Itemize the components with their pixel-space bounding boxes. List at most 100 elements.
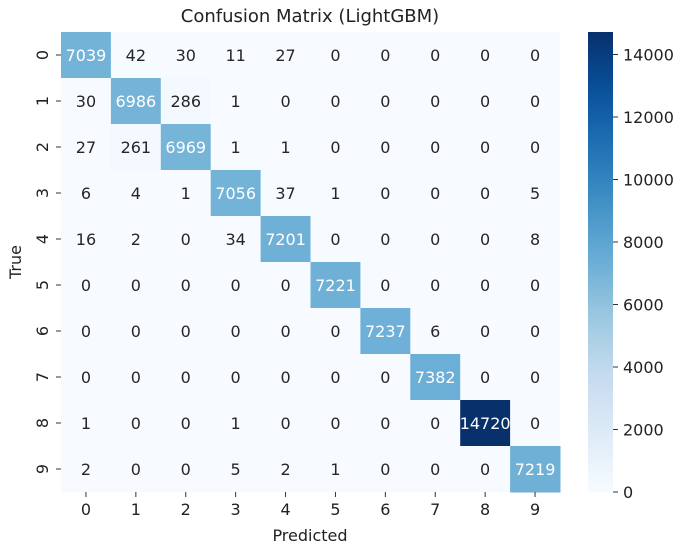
cell-value-label: 7039 bbox=[66, 46, 107, 65]
heatmap-cell bbox=[61, 354, 112, 401]
heatmap-cell bbox=[260, 262, 311, 309]
cell-value-label: 37 bbox=[275, 184, 295, 203]
colorbar-tick-label: 12000 bbox=[623, 108, 674, 127]
heatmap-cell bbox=[260, 216, 311, 263]
heatmap-cell bbox=[160, 446, 212, 493]
x-axis-ticks: 0 1 2 3 4 5 6 7 8 9 bbox=[81, 492, 540, 519]
heatmap-cell bbox=[410, 446, 461, 493]
heatmap-cell bbox=[260, 124, 311, 171]
cell-value-label: 0 bbox=[480, 138, 490, 157]
heatmap-cell bbox=[360, 308, 411, 355]
x-tick-label: 0 bbox=[81, 500, 91, 519]
cell-value-label: 0 bbox=[231, 276, 241, 295]
heatmap-cell bbox=[460, 216, 511, 263]
heatmap-cell bbox=[360, 216, 411, 263]
cell-value-label: 14720 bbox=[460, 414, 511, 433]
heatmap-cell bbox=[110, 262, 162, 309]
cell-value-label: 0 bbox=[280, 368, 290, 387]
cell-value-label: 0 bbox=[430, 138, 440, 157]
cell-value-label: 0 bbox=[480, 460, 490, 479]
y-axis-ticks: 0 1 2 3 4 5 6 7 8 9 bbox=[33, 50, 61, 474]
cell-value-label: 0 bbox=[430, 46, 440, 65]
heatmap-cell bbox=[260, 32, 311, 79]
heatmap-cell bbox=[310, 32, 361, 79]
heatmap-cell bbox=[510, 124, 561, 171]
heatmap-cell bbox=[110, 400, 162, 447]
cell-value-label: 0 bbox=[131, 368, 141, 387]
cell-value-label: 0 bbox=[330, 92, 340, 111]
cell-value-label: 0 bbox=[181, 414, 191, 433]
heatmap-cell bbox=[510, 354, 561, 401]
cell-value-label: 0 bbox=[131, 276, 141, 295]
y-tick-label: 8 bbox=[33, 418, 52, 428]
heatmap-cell bbox=[61, 170, 112, 217]
cell-value-label: 0 bbox=[530, 322, 540, 341]
heatmap-cell bbox=[360, 262, 411, 309]
heatmap-cell bbox=[110, 170, 162, 217]
cell-value-label: 1 bbox=[231, 414, 241, 433]
cell-value-label: 27 bbox=[76, 138, 96, 157]
heatmap-cell bbox=[210, 308, 262, 355]
heatmap-cell bbox=[310, 262, 361, 309]
cell-value-label: 11 bbox=[225, 46, 245, 65]
heatmap-cell bbox=[310, 354, 361, 401]
cell-value-label: 0 bbox=[480, 322, 490, 341]
cell-value-label: 0 bbox=[380, 460, 390, 479]
x-tick-label: 5 bbox=[330, 500, 340, 519]
heatmap-cell bbox=[210, 354, 262, 401]
cell-value-label: 0 bbox=[380, 92, 390, 111]
cell-value-label: 4 bbox=[131, 184, 141, 203]
y-tick-label: 0 bbox=[33, 50, 52, 60]
cell-value-label: 7221 bbox=[315, 276, 356, 295]
heatmap-cell bbox=[160, 124, 212, 171]
heatmap-cell bbox=[410, 170, 461, 217]
cell-value-label: 0 bbox=[181, 322, 191, 341]
cell-value-label: 0 bbox=[530, 138, 540, 157]
cell-value-label: 2 bbox=[131, 230, 141, 249]
heatmap-cell bbox=[360, 400, 411, 447]
heatmap-cell bbox=[310, 446, 361, 493]
heatmap-cell bbox=[61, 124, 112, 171]
cell-value-label: 0 bbox=[380, 368, 390, 387]
heatmap-cell bbox=[110, 354, 162, 401]
heatmap-cell bbox=[460, 446, 511, 493]
cell-value-label: 1 bbox=[231, 138, 241, 157]
x-tick-label: 9 bbox=[530, 500, 540, 519]
colorbar-tick-label: 6000 bbox=[623, 296, 664, 315]
x-tick-label: 2 bbox=[181, 500, 191, 519]
colorbar: 0 2000 4000 6000 8000 10000 12000 14000 bbox=[588, 32, 674, 502]
cell-value-label: 0 bbox=[280, 414, 290, 433]
heatmap-cell bbox=[460, 170, 511, 217]
cell-value-label: 8 bbox=[530, 230, 540, 249]
heatmap-cell bbox=[260, 78, 311, 125]
cell-value-label: 7056 bbox=[215, 184, 256, 203]
cell-value-label: 0 bbox=[430, 460, 440, 479]
heatmap-cell bbox=[160, 262, 212, 309]
cell-value-label: 0 bbox=[81, 322, 91, 341]
heatmap-cell bbox=[360, 354, 411, 401]
heatmap-cell bbox=[210, 446, 262, 493]
heatmap-cell bbox=[510, 446, 561, 493]
cell-value-label: 0 bbox=[330, 368, 340, 387]
heatmap-cell bbox=[110, 32, 162, 79]
heatmap-cell bbox=[260, 170, 311, 217]
colorbar-tick-label: 8000 bbox=[623, 233, 664, 252]
x-tick-label: 7 bbox=[430, 500, 440, 519]
cell-value-label: 6986 bbox=[115, 92, 156, 111]
cell-value-label: 0 bbox=[81, 276, 91, 295]
heatmap-cell bbox=[210, 400, 262, 447]
heatmap-cell bbox=[310, 308, 361, 355]
heatmap-cell bbox=[160, 400, 212, 447]
heatmap-cell bbox=[460, 124, 511, 171]
cell-value-label: 7237 bbox=[365, 322, 406, 341]
heatmap-cell bbox=[160, 32, 212, 79]
heatmap-cell bbox=[410, 354, 461, 401]
heatmap-cell bbox=[310, 78, 361, 125]
heatmap-cell bbox=[510, 400, 561, 447]
heatmap-cell bbox=[310, 124, 361, 171]
cell-value-label: 1 bbox=[330, 460, 340, 479]
heatmap-cell bbox=[110, 308, 162, 355]
heatmap-cell bbox=[360, 446, 411, 493]
cell-value-label: 0 bbox=[480, 368, 490, 387]
